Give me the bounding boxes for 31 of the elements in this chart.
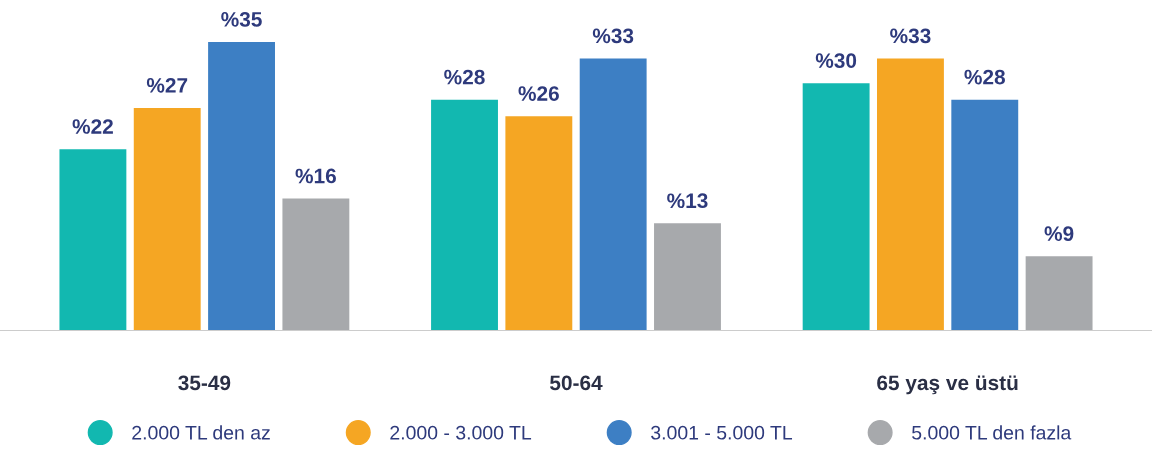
bar	[951, 99, 1019, 331]
legend-label: 2.000 - 3.000 TL	[390, 425, 532, 440]
x-tick-label: 65 yaş ve üstü	[877, 375, 1018, 395]
bar	[654, 223, 721, 331]
data-label: %22	[72, 119, 113, 134]
legend-label: 3.001 - 5.000 TL	[651, 425, 793, 440]
data-label: %33	[592, 28, 634, 44]
data-label: %28	[444, 69, 485, 85]
x-tick-label: 35-49	[178, 375, 231, 391]
data-label: %30	[815, 53, 857, 68]
data-label: %13	[667, 193, 708, 209]
legend-label: 5.000 TL den fazla	[912, 425, 1072, 440]
bar	[133, 107, 201, 331]
bar	[282, 198, 350, 331]
data-label: %35	[221, 11, 262, 27]
bar	[1025, 256, 1093, 331]
data-label: %27	[146, 77, 188, 93]
bar	[431, 99, 498, 331]
x-tick-label: 50-64	[550, 375, 603, 391]
data-label: %26	[518, 86, 559, 101]
data-label: %28	[964, 69, 1005, 85]
bar	[505, 116, 573, 331]
data-label: %9	[1044, 226, 1074, 242]
bar	[208, 41, 275, 331]
bar	[877, 58, 944, 331]
bar	[802, 83, 870, 331]
data-label: %33	[890, 28, 931, 44]
bar	[59, 149, 127, 331]
data-label: %16	[295, 168, 336, 184]
bar	[579, 58, 647, 331]
legend-label: 2.000 TL den az	[132, 425, 270, 440]
